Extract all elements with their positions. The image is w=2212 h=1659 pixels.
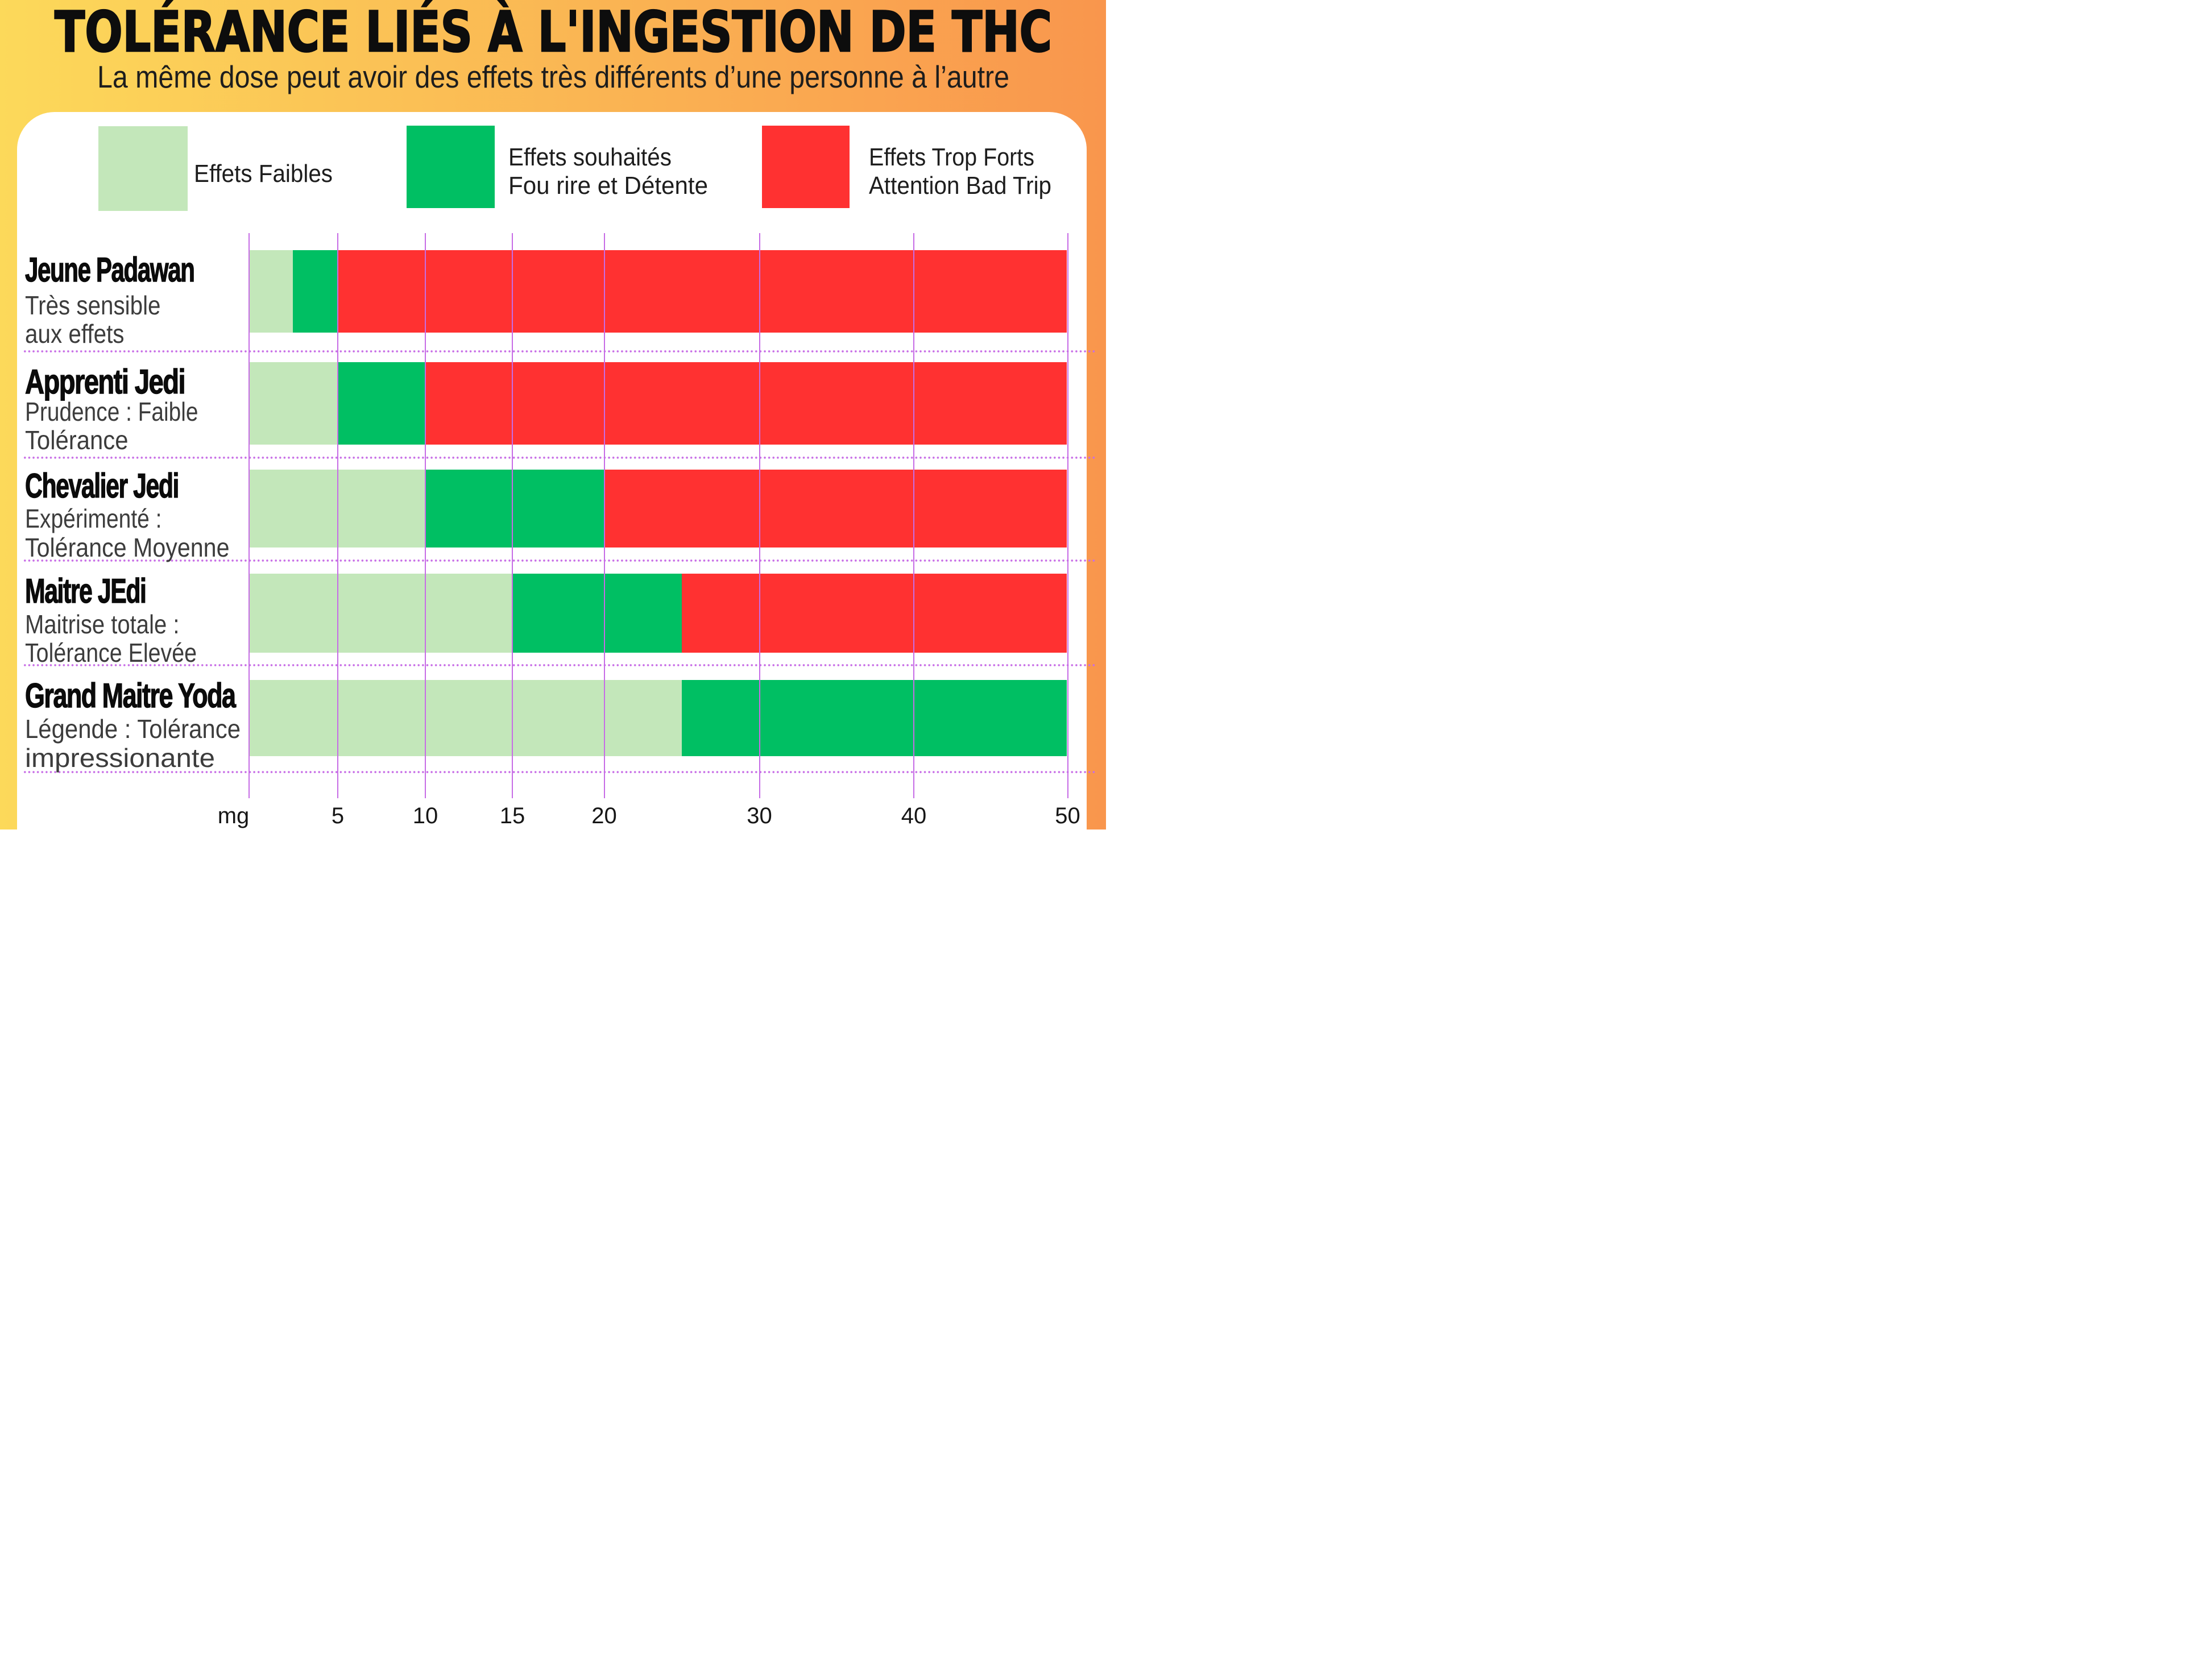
gridline-40 [913,233,914,798]
row-description-line: Tolérance Elevée [25,638,226,667]
row-title-text: Chevalier Jedi [25,466,180,505]
axis-tick-label-50: 50 [1055,803,1080,828]
gridline-50 [1067,233,1068,798]
bar-segment-desired [681,679,1067,756]
row-label-description: Très sensible aux effets [25,291,180,349]
row-description-line: Prudence : Faible [25,397,230,426]
legend-label-weak-line1: Effets Faibles [194,160,333,188]
row-title-text: Maitre JEdi [25,571,147,610]
page-title-text: TOLÉRANCE LIÉS À L'INGESTION DE THC [53,0,1052,65]
gridline-0 [248,233,250,798]
bar-segment-desired [293,250,338,333]
bar-segment-desired [337,362,425,445]
row-description-line: aux effets [25,320,180,349]
axis-tick-label-20: 20 [591,803,617,828]
gridline-20 [603,233,605,798]
bar-segment-strong [337,250,1067,333]
bar-segment-weak [249,250,293,333]
page-title: TOLÉRANCE LIÉS À L'INGESTION DE THC [53,4,1107,61]
legend-label-desired-line2: Fou rire et Détente [508,171,708,200]
legend-label-strong-line1: Effets Trop Forts [869,143,1034,171]
row-description-line: Tolérance [25,426,230,455]
infographic-page: TOLÉRANCE LIÉS À L'INGESTION DE THC La m… [0,0,1106,830]
row-separator [23,558,1096,562]
legend-swatch-strong [762,126,850,208]
row-label-title: Apprenti Jedi [24,363,228,401]
page-subtitle: La même dose peut avoir des effets très … [97,61,1107,93]
row-description-text: Tolérance Elevée [25,638,197,667]
row-description-text: Expérimenté : [25,504,162,533]
gridline-5 [337,233,338,798]
legend-label-line: Effets Faibles [194,160,345,188]
row-description-text: impressionante [25,743,215,773]
gridline-10 [425,233,426,798]
row-label-title: Maitre JEdi [25,571,194,610]
row-title-text: Grand Maitre Yoda [24,676,236,715]
row-description-line: Tolérance Moyenne [25,533,253,562]
axis-tick-label-40: 40 [901,803,927,828]
row-description-line: Très sensible [25,291,180,320]
axis-tick-label-30: 30 [747,803,772,828]
row-separator [23,350,1096,353]
legend-label-line: Attention Bad Trip [869,172,1068,200]
bar-segment-strong [681,573,1067,653]
row-description-text: Tolérance Moyenne [25,532,230,562]
row-title-text: Jeune Padawan [25,250,196,289]
gridline-30 [759,233,760,798]
bar-segment-strong [604,470,1067,548]
row-description-text: Prudence : Faible [25,396,198,426]
bar-row [249,573,1067,653]
row-description-line: Maitrise totale : [25,609,226,639]
row-label-description: Maitrise totale : Tolérance Elevée [25,609,226,667]
bar-segment-weak [249,679,682,756]
row-label-title: Jeune Padawan [25,250,266,289]
row-description-line: impressionante [25,743,262,773]
row-description-text: Maitrise totale : [25,609,180,639]
axis-tick-label-mg: mg [217,803,250,828]
row-separator [23,456,1096,459]
legend-label-line: Effets Trop Forts [869,143,1068,172]
row-label-description: Légende : Tolérance impressionante [25,715,262,772]
legend-swatch-weak [98,126,188,211]
row-label-description: Expérimenté : Tolérance Moyenne [25,504,253,562]
bar-segment-weak [249,470,425,548]
row-description-text: Très sensible [25,290,161,320]
row-separator [23,663,1096,667]
axis-tick-label-15: 15 [499,803,525,828]
row-description-line: Légende : Tolérance [25,715,262,744]
bar-segment-desired [512,573,682,653]
axis-tick-label-5: 5 [331,803,345,828]
page-subtitle-text: La même dose peut avoir des effets très … [97,59,1009,94]
bar-segment-weak [249,362,338,445]
legend-label-line: Effets souhaités [508,143,717,172]
axis-tick-label-10: 10 [412,803,438,828]
legend-swatch-desired [407,126,495,208]
bar-row [249,250,1067,333]
row-description-text: aux effets [25,319,125,349]
legend-label-strong-line2: Attention Bad Trip [869,171,1051,200]
legend-label-strong: Effets Trop Forts Attention Bad Trip [869,143,1068,200]
bar-row [249,362,1067,445]
bar-row [249,679,1067,756]
bar-segment-strong [425,362,1067,445]
legend-label-line: Fou rire et Détente [508,172,717,200]
legend-label-weak: Effets Faibles [194,160,345,188]
legend-label-desired-line1: Effets souhaités [508,143,672,171]
bar-row [249,470,1067,548]
row-description-text: Légende : Tolérance [25,714,241,744]
bar-segment-desired [425,470,604,548]
gridline-15 [512,233,513,798]
row-label-title: Grand Maitre Yoda [24,676,306,715]
row-separator [23,770,1096,774]
row-label-title: Chevalier Jedi [25,466,241,505]
row-description-line: Expérimenté : [25,504,253,533]
row-title-text: Apprenti Jedi [24,363,186,401]
bar-segment-weak [249,573,512,653]
row-description-text: Tolérance [25,425,129,455]
row-label-description: Prudence : Faible Tolérance [25,397,230,455]
legend-label-desired: Effets souhaités Fou rire et Détente [508,143,717,200]
